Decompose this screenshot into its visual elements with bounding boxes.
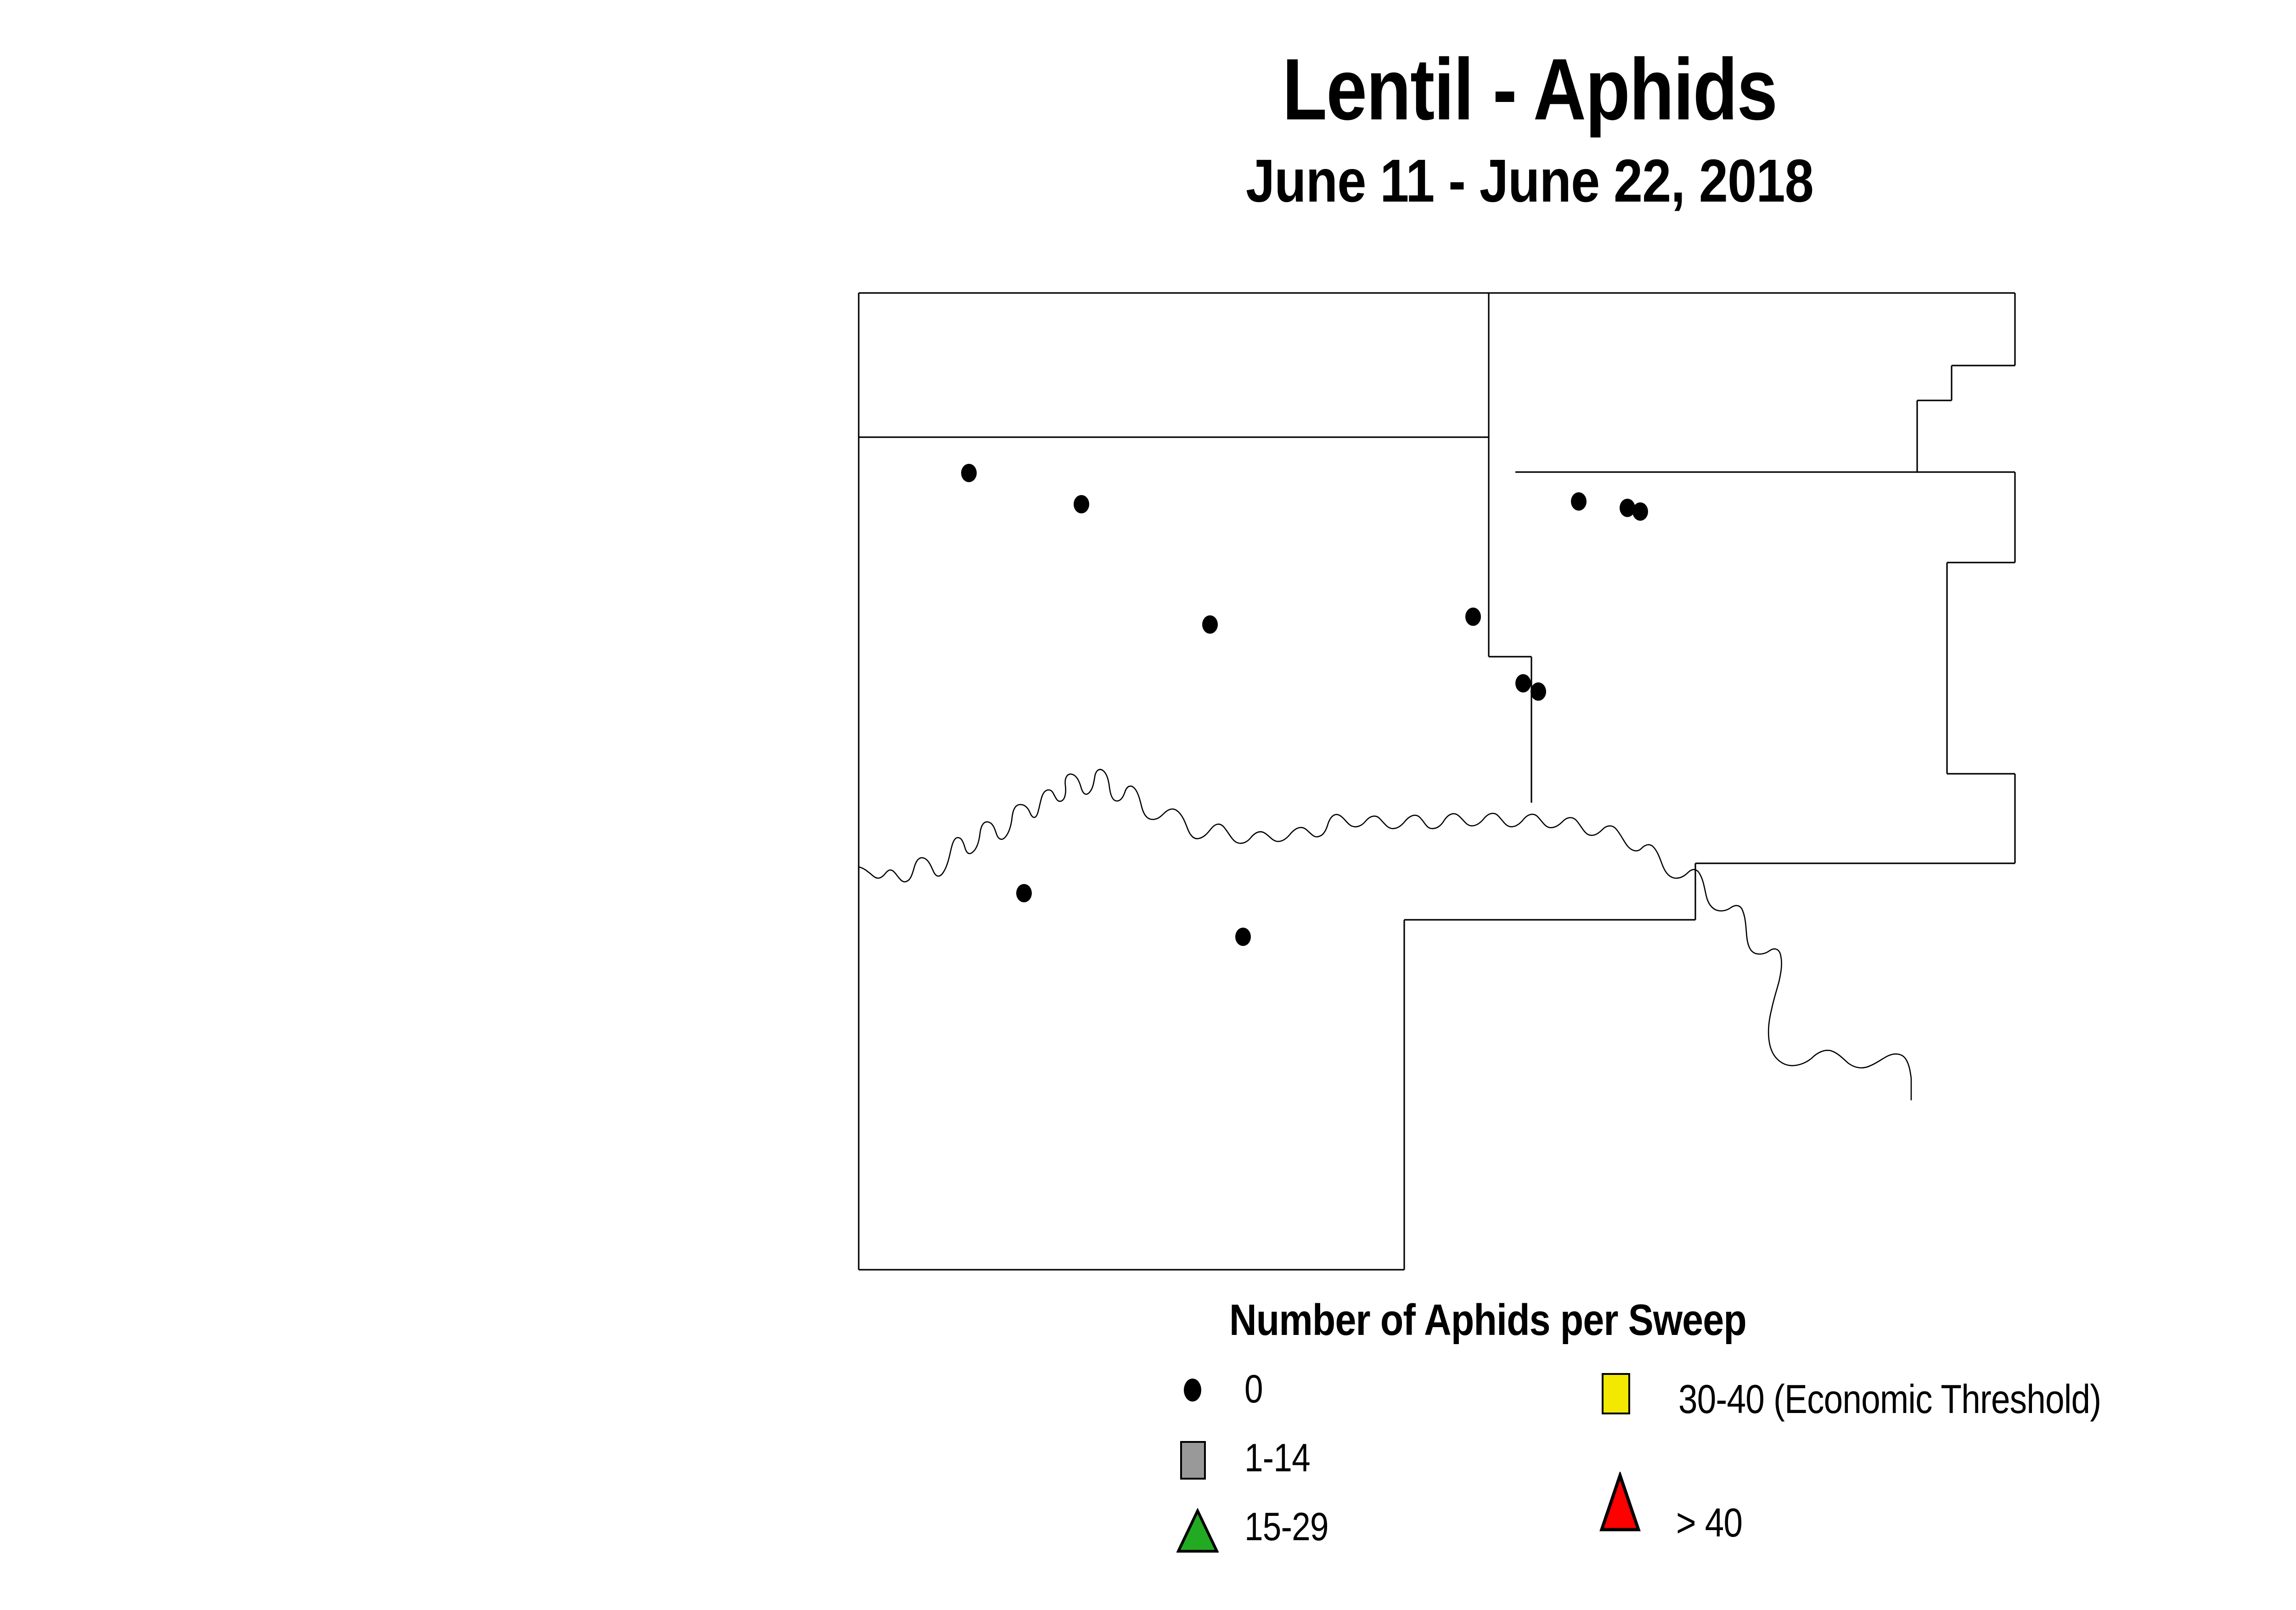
county-boundaries	[859, 293, 2015, 1270]
legend-label: 1-14	[1244, 1436, 1311, 1480]
site-point	[1235, 928, 1251, 946]
legend-item-0: 0	[1176, 1367, 1589, 1437]
triangle-icon	[1598, 1470, 1658, 1531]
square-icon	[1176, 1437, 1231, 1488]
site-point	[1620, 499, 1635, 517]
legend-item-30-40: 30-40 (Economic Threshold)	[1598, 1373, 2296, 1472]
legend-label: 15-29	[1244, 1505, 1329, 1549]
legend-column-right: 30-40 (Economic Threshold) > 40	[1598, 1373, 2296, 1564]
legend-column-left: 0 1-14 15-29	[1176, 1367, 1589, 1575]
county-map	[840, 276, 2053, 1300]
site-point	[1632, 502, 1648, 521]
site-point	[1016, 884, 1032, 902]
page-title: Lentil - Aphids	[1282, 41, 1778, 138]
triangle-icon	[1176, 1506, 1231, 1557]
site-point	[1571, 492, 1587, 511]
title-block: Lentil - Aphids June 11 - June 22, 2018	[0, 46, 2296, 211]
square-icon	[1598, 1373, 1658, 1433]
site-point	[1202, 615, 1218, 634]
legend-label: 0	[1244, 1367, 1263, 1411]
page-subtitle: June 11 - June 22, 2018	[1246, 147, 1814, 214]
site-point	[961, 464, 977, 482]
map-legend: Number of Aphids per Sweep 0 1-14	[1102, 1295, 2296, 1580]
sample-sites	[961, 464, 1648, 946]
site-point	[1074, 495, 1089, 513]
map-container	[840, 276, 2053, 1300]
circle-icon	[1176, 1368, 1231, 1419]
legend-item-15-29: 15-29	[1176, 1505, 1589, 1575]
site-point	[1465, 608, 1481, 626]
legend-title: Number of Aphids per Sweep	[1229, 1295, 1747, 1345]
legend-label: 30-40 (Economic Threshold)	[1678, 1376, 2101, 1422]
river-boundary	[858, 769, 1912, 1101]
site-point	[1515, 674, 1531, 692]
legend-item-1-14: 1-14	[1176, 1436, 1589, 1506]
legend-item-over-40: > 40	[1598, 1470, 2296, 1564]
site-point	[1531, 682, 1546, 701]
river-path	[858, 769, 1912, 1101]
legend-label: > 40	[1676, 1500, 1743, 1545]
